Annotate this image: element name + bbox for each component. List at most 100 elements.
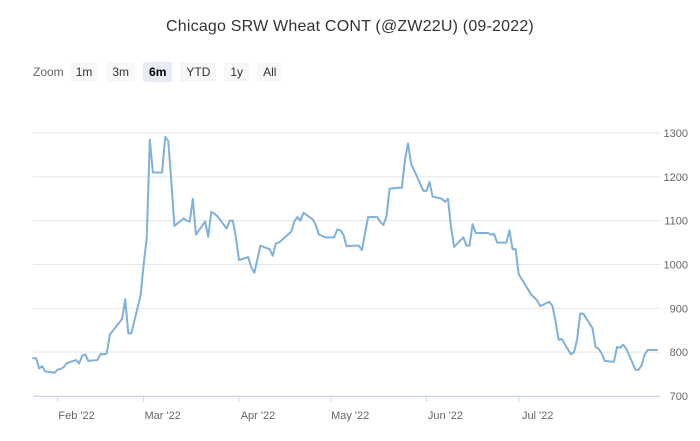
data-point	[41, 365, 43, 367]
zoom-selector: Zoom 1m 3m 6m YTD 1y All	[33, 61, 290, 83]
data-point	[595, 346, 597, 348]
data-point	[355, 245, 357, 247]
data-point	[121, 318, 123, 320]
data-point	[299, 220, 301, 222]
data-point	[170, 180, 172, 182]
data-point	[278, 242, 280, 244]
data-point	[410, 163, 412, 165]
data-point	[213, 213, 215, 215]
data-point	[54, 372, 56, 374]
data-point	[346, 245, 348, 247]
data-point	[530, 293, 532, 295]
data-point	[84, 353, 86, 355]
data-point	[468, 245, 470, 247]
data-point	[256, 258, 258, 260]
data-point	[124, 298, 126, 300]
data-point	[293, 221, 295, 223]
zoom-1y-button[interactable]: 1y	[224, 62, 250, 82]
data-point	[364, 233, 366, 235]
data-point	[604, 360, 606, 362]
data-point	[518, 273, 520, 275]
data-point	[425, 190, 427, 192]
data-point	[210, 211, 212, 213]
data-point	[226, 228, 228, 230]
data-point	[548, 301, 550, 303]
data-point	[183, 217, 185, 219]
data-point	[232, 220, 234, 222]
data-point	[318, 234, 320, 236]
data-point	[367, 216, 369, 218]
data-point	[429, 181, 431, 183]
data-point	[127, 332, 129, 334]
data-point	[342, 234, 344, 236]
data-point	[515, 248, 517, 250]
data-point	[644, 353, 646, 355]
series-line	[32, 135, 658, 374]
data-point	[149, 139, 151, 141]
data-point	[601, 352, 603, 354]
data-point	[598, 348, 600, 350]
data-point	[475, 232, 477, 234]
data-point	[401, 187, 403, 189]
data-point	[339, 229, 341, 231]
y-tick-label: 900	[670, 303, 688, 315]
zoom-3m-button[interactable]: 3m	[106, 62, 136, 82]
data-point	[647, 349, 649, 351]
data-point	[576, 339, 578, 341]
x-tick-label: Jun '22	[428, 410, 463, 422]
data-point	[167, 140, 169, 142]
data-point	[38, 367, 40, 369]
data-point	[616, 346, 618, 348]
data-point	[386, 215, 388, 217]
data-point	[290, 231, 292, 233]
data-point	[100, 353, 102, 355]
data-point	[641, 364, 643, 366]
zoom-ytd-button[interactable]: YTD	[180, 62, 217, 82]
zoom-all-button[interactable]: All	[257, 62, 283, 82]
data-point	[143, 264, 145, 266]
data-point	[109, 334, 111, 336]
data-point	[422, 190, 424, 192]
data-point	[229, 220, 231, 222]
zoom-6m-button[interactable]: 6m	[143, 62, 173, 82]
data-point	[78, 363, 80, 365]
data-point	[447, 198, 449, 200]
data-point	[303, 212, 305, 214]
data-point	[336, 228, 338, 230]
x-tick-label: Mar '22	[144, 410, 180, 422]
data-point	[97, 359, 99, 361]
data-point	[173, 225, 175, 227]
data-point	[130, 332, 132, 334]
x-tick-label: Feb '22	[58, 410, 94, 422]
data-point	[361, 249, 363, 251]
data-point	[512, 248, 514, 250]
y-tick-label: 1300	[664, 128, 688, 140]
y-tick-label: 800	[670, 347, 688, 359]
data-point	[625, 348, 627, 350]
chart-title: Chicago SRW Wheat CONT (@ZW22U) (09-2022…	[166, 18, 534, 35]
data-point	[189, 221, 191, 223]
data-point	[613, 361, 615, 363]
data-point	[656, 349, 658, 351]
y-tick-label: 700	[670, 391, 688, 403]
price-series	[32, 135, 658, 374]
data-point	[275, 242, 277, 244]
data-point	[508, 229, 510, 231]
data-point	[186, 220, 188, 222]
y-axis: 700 800 900 1000 1100 1200 1300	[664, 128, 688, 403]
data-point	[573, 351, 575, 353]
data-point	[315, 224, 317, 226]
data-point	[404, 159, 406, 161]
data-point	[66, 362, 68, 364]
x-tick-label: May '22	[331, 410, 369, 422]
data-point	[32, 357, 34, 359]
zoom-1m-button[interactable]: 1m	[69, 62, 99, 82]
data-point	[247, 256, 249, 258]
data-point	[216, 215, 218, 217]
data-point	[551, 305, 553, 307]
data-point	[44, 370, 46, 372]
data-point	[533, 296, 535, 298]
data-point	[192, 198, 194, 200]
x-tick-label: Apr '22	[241, 410, 276, 422]
